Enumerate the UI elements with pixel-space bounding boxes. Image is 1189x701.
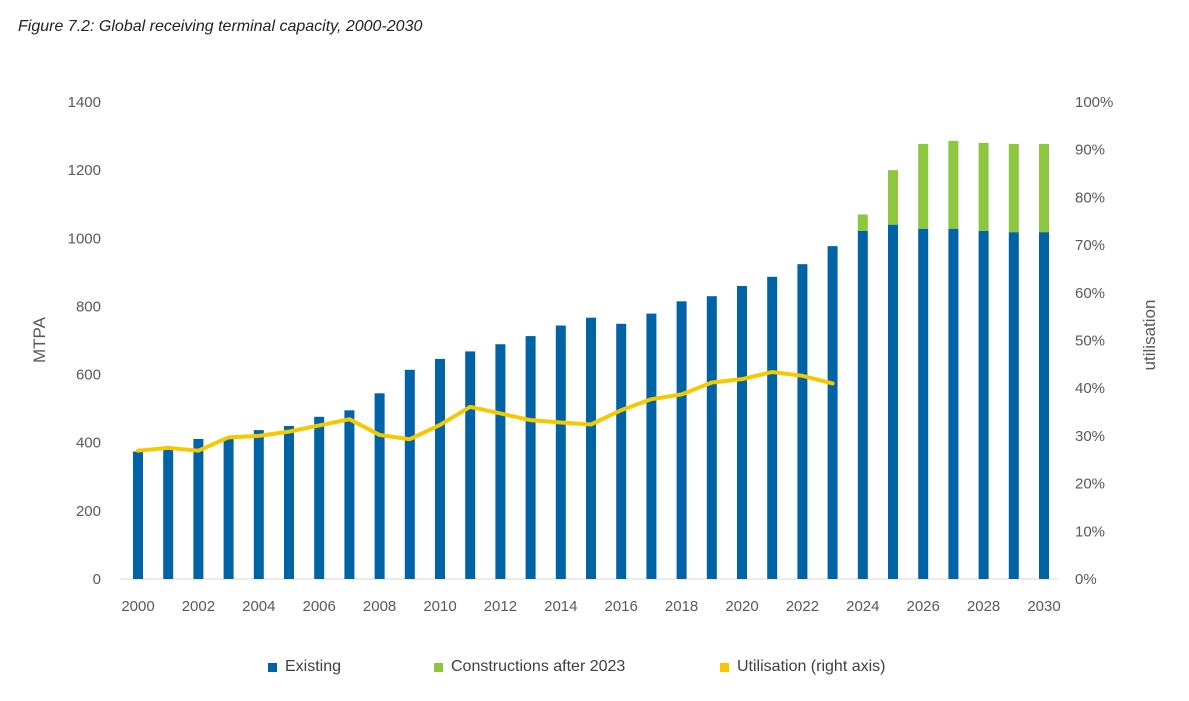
- bar-constructions: [978, 142, 989, 231]
- bar-existing: [284, 426, 294, 579]
- bar-existing: [495, 344, 506, 579]
- y-tick-label: 400: [76, 435, 101, 452]
- y-tick-label: 1000: [68, 230, 101, 247]
- legend-swatch-existing: [268, 662, 277, 672]
- legend-existing: Existing: [268, 658, 341, 676]
- x-tick-label: 2026: [907, 598, 940, 615]
- chart-title: Figure 7.2: Global receiving terminal ca…: [18, 18, 423, 35]
- legend-label: Existing: [285, 658, 342, 675]
- y-tick-label: 1200: [68, 162, 101, 179]
- y2-tick-label: 80%: [1075, 189, 1105, 206]
- x-tick-label: 2008: [363, 598, 396, 615]
- bar-constructions: [1008, 143, 1019, 233]
- y2-tick-label: 0%: [1075, 571, 1097, 588]
- legend-constructions: Constructions after 2023: [434, 658, 625, 676]
- x-tick-label: 2020: [725, 598, 758, 615]
- x-tick-label: 2024: [846, 598, 879, 615]
- bar-existing: [223, 438, 234, 579]
- y-tick-label: 200: [76, 503, 101, 520]
- legend-label: Utilisation (right axis): [737, 658, 886, 675]
- x-tick-label: 2014: [544, 598, 577, 615]
- bar-existing: [616, 323, 627, 579]
- bar-existing: [857, 230, 868, 580]
- bar-constructions: [857, 214, 868, 231]
- x-tick-label: 2022: [786, 598, 819, 615]
- y2-tick-label: 100%: [1075, 94, 1113, 111]
- bar-existing: [163, 448, 174, 579]
- x-tick-label: 2004: [242, 598, 275, 615]
- bar-existing: [948, 228, 959, 579]
- bar-existing: [646, 313, 657, 579]
- bar-existing: [374, 393, 385, 579]
- bar-existing: [586, 317, 596, 579]
- bar-existing: [827, 246, 838, 580]
- bar-existing: [1039, 232, 1049, 579]
- bar-existing: [767, 276, 778, 579]
- x-tick-label: 2016: [605, 598, 638, 615]
- bar-constructions: [1039, 143, 1049, 233]
- bar-existing: [133, 451, 143, 579]
- legend-label: Constructions after 2023: [451, 658, 626, 675]
- x-tick-label: 2006: [303, 598, 336, 615]
- bar-existing: [1008, 232, 1019, 579]
- x-tick-label: 2012: [484, 598, 517, 615]
- x-tick-label: 2002: [182, 598, 215, 615]
- y2-tick-label: 20%: [1075, 476, 1105, 493]
- legend-swatch-utilisation: [720, 662, 729, 672]
- bar-existing: [918, 228, 929, 579]
- y2-tick-label: 90%: [1075, 142, 1105, 159]
- x-tick-label: 2000: [121, 598, 154, 615]
- bar-existing: [737, 285, 747, 579]
- bar-constructions: [948, 140, 959, 229]
- y-tick-label: 800: [76, 298, 101, 315]
- y-axis-label: MTPA: [30, 316, 49, 363]
- bar-constructions: [888, 170, 898, 225]
- y2-tick-label: 40%: [1075, 380, 1105, 397]
- bar-existing: [465, 351, 476, 579]
- bar-existing: [706, 296, 717, 579]
- y2-tick-label: 70%: [1075, 237, 1105, 254]
- y2-tick-label: 30%: [1075, 428, 1105, 445]
- x-tick-label: 2030: [1027, 598, 1060, 615]
- bar-existing: [676, 301, 687, 579]
- y-tick-label: 0: [93, 571, 101, 588]
- y-tick-label: 1400: [68, 94, 101, 111]
- bar-existing: [797, 264, 808, 579]
- utilisation-line: [136, 369, 835, 453]
- bar-existing: [888, 224, 898, 579]
- y2-tick-label: 10%: [1075, 523, 1105, 540]
- y2-tick-label: 60%: [1075, 285, 1105, 302]
- bar-existing: [525, 336, 536, 579]
- bar-existing: [555, 325, 566, 579]
- y-tick-label: 600: [76, 367, 101, 384]
- legend-swatch-constructions: [434, 662, 443, 672]
- bar-existing: [314, 416, 325, 579]
- x-tick-label: 2010: [423, 598, 456, 615]
- bar-existing: [435, 358, 445, 579]
- x-tick-label: 2018: [665, 598, 698, 615]
- bar-constructions: [918, 143, 929, 229]
- x-tick-label: 2028: [967, 598, 1000, 615]
- y2-axis-label: utilisation: [1140, 300, 1159, 371]
- bar-existing: [344, 410, 355, 579]
- bar-existing: [404, 369, 415, 579]
- bar-existing: [193, 438, 204, 579]
- y2-tick-label: 50%: [1075, 333, 1105, 350]
- bar-existing: [978, 230, 989, 580]
- legend-utilisation: Utilisation (right axis): [720, 658, 885, 676]
- bar-existing: [253, 430, 264, 579]
